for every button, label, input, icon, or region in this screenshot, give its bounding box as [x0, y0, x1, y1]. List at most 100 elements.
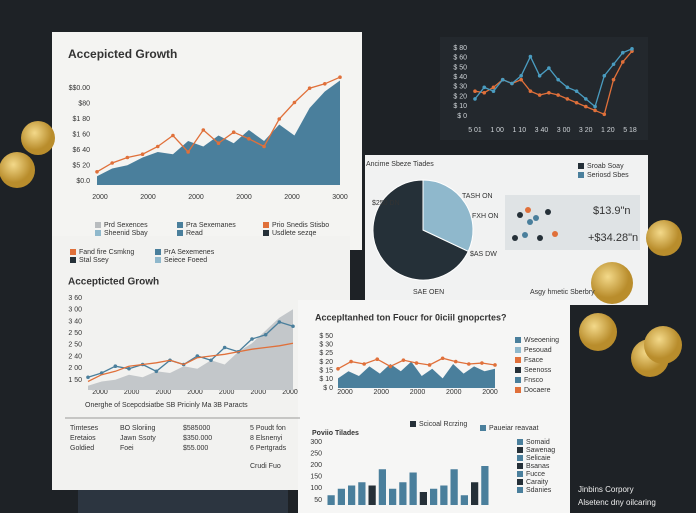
point — [201, 128, 206, 132]
point — [500, 77, 505, 82]
x-tick-label: 1 20 — [601, 127, 615, 134]
y-tick-label: 3 00 — [68, 307, 82, 314]
y-tick-label: $ 80 — [453, 45, 467, 52]
x-tick-label: 2000 — [92, 194, 108, 201]
y-tick-label: $80 — [78, 100, 90, 107]
table-note: Crudi Fuo — [250, 463, 281, 470]
point — [440, 356, 445, 361]
point — [482, 90, 487, 95]
point — [565, 85, 570, 90]
point — [362, 362, 366, 366]
legend-label: Somaid — [526, 439, 550, 446]
y-tick-label: $ 30 — [319, 342, 333, 349]
bar — [327, 495, 335, 505]
y-tick-label: 150 — [310, 474, 322, 481]
coin — [579, 313, 617, 351]
bar — [440, 485, 448, 505]
x-tick-label: 2000 — [282, 389, 298, 396]
point — [493, 363, 497, 367]
point — [528, 89, 533, 93]
line — [87, 321, 294, 378]
point — [453, 359, 458, 364]
x-tick-label: 3 20 — [579, 127, 593, 134]
x-tick-label: 2000 — [187, 389, 203, 396]
point — [113, 364, 118, 369]
point — [528, 54, 533, 59]
scatter-dot — [527, 219, 533, 225]
point — [292, 100, 297, 105]
bar — [368, 485, 376, 505]
line — [87, 342, 294, 383]
y-tick-label: $5 20 — [72, 162, 90, 169]
x-tick-label: 3 40 — [535, 127, 549, 134]
x-tick-label: 3000 — [332, 194, 348, 201]
legend-swatch — [155, 249, 161, 255]
brand: Jinbins Corpory — [578, 485, 634, 494]
legend-label: Bsanas — [526, 463, 550, 470]
x-tick-label: 2000 — [188, 194, 204, 201]
legend-swatch — [515, 377, 521, 383]
scatter-dot — [552, 231, 558, 237]
table-cell: 8 Elsnenyi — [250, 435, 283, 442]
x-tick-label: 2000 — [482, 389, 498, 396]
bar — [389, 488, 397, 505]
point — [556, 77, 560, 82]
x-tick-label: 2000 — [337, 389, 353, 396]
point — [602, 112, 607, 117]
y-tick-label: $ 50 — [319, 333, 333, 340]
y-tick-label: 2 00 — [68, 365, 82, 372]
x-tick-label: 2000 — [124, 389, 140, 396]
coin — [21, 121, 55, 155]
y-tick-label: 3 40 — [68, 318, 82, 325]
legend-label: Prio Snedis Stisbo — [272, 222, 329, 229]
y-tick-label: 2 50 — [68, 330, 82, 337]
pie-label: FXH ON — [472, 213, 498, 220]
pie-label: SAE OEN — [413, 289, 444, 296]
table-cell: Timteses — [70, 425, 99, 432]
point — [323, 82, 327, 86]
point — [414, 361, 419, 365]
y-tick-label: $1 80 — [72, 116, 90, 123]
x-tick-label: 5 18 — [623, 127, 637, 134]
x-tick-label: 2000 — [140, 194, 156, 201]
point — [556, 93, 560, 97]
point — [480, 361, 484, 365]
legend-label: Usdlete sezqe — [272, 230, 316, 237]
y-tick-label: 2 40 — [68, 353, 82, 360]
legend-swatch — [515, 347, 521, 353]
brand-tagline: Alsetenc dny oilcaring — [578, 498, 656, 507]
legend-label: Sheenid Sbay — [104, 230, 148, 237]
y-tick-label: 3 60 — [68, 295, 82, 302]
legend-label: Seriosd Sbes — [587, 172, 629, 179]
y-tick-label: $6 40 — [72, 147, 90, 154]
point — [186, 150, 190, 154]
legend-label: Selicaie — [526, 455, 551, 462]
legend-swatch — [263, 222, 269, 228]
point — [338, 75, 342, 79]
scatter-dot — [512, 235, 518, 241]
point — [140, 152, 145, 156]
legend-swatch — [517, 487, 523, 493]
line — [474, 48, 633, 108]
x-tick-label: 2000 — [236, 194, 252, 201]
scatter-dot — [545, 209, 551, 215]
point — [611, 62, 616, 67]
y-tick-label: $ 50 — [453, 64, 467, 71]
table-cell: Eretaios — [70, 435, 96, 442]
y-tick-label: $$0.00 — [69, 85, 91, 92]
point — [547, 90, 551, 95]
point — [630, 47, 634, 51]
point — [584, 97, 588, 101]
doc-title: Accepicted Growth — [68, 47, 177, 61]
point — [620, 50, 625, 55]
scatter-label: $13.9"n — [593, 205, 631, 217]
legend-swatch — [263, 230, 269, 236]
bar — [348, 485, 356, 505]
point — [467, 362, 471, 366]
bar — [378, 469, 386, 505]
point — [125, 155, 130, 160]
y-tick-label: $ 10 — [319, 376, 333, 383]
legend-swatch — [517, 479, 523, 485]
point — [388, 364, 393, 369]
coin — [646, 220, 682, 256]
